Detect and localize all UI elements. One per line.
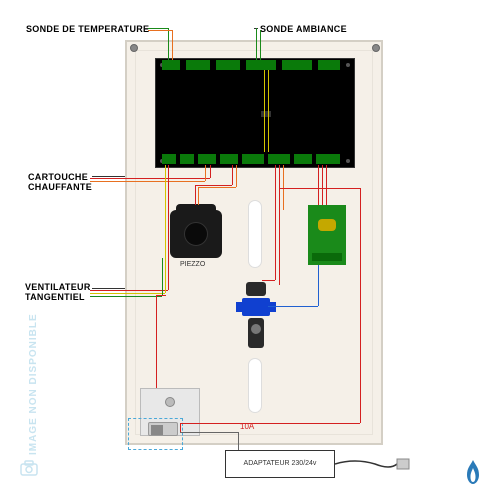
wire-blue xyxy=(318,265,319,306)
wire-grey xyxy=(238,432,239,450)
control-board xyxy=(155,58,355,168)
terminal-top xyxy=(246,60,276,70)
mounting-slot xyxy=(248,200,262,268)
wire-green xyxy=(256,28,257,60)
label-sonde-ambiance: SONDE AMBIANCE xyxy=(260,24,347,34)
wire-red xyxy=(195,185,232,186)
wire-yellow xyxy=(90,293,165,294)
aux-chip xyxy=(318,219,336,231)
terminal-bottom xyxy=(198,154,216,164)
pointer-line xyxy=(92,176,125,177)
wire-orange xyxy=(236,165,237,187)
terminal-top xyxy=(282,60,312,70)
camera-icon xyxy=(20,460,38,481)
screw-icon xyxy=(372,44,380,52)
terminal-top xyxy=(186,60,210,70)
wire-red xyxy=(180,423,360,424)
wire-green xyxy=(162,258,163,296)
wire-green xyxy=(260,30,261,60)
terminal-bottom xyxy=(162,154,176,164)
wire-orange xyxy=(198,187,236,188)
terminal-top xyxy=(162,60,180,70)
wire-orange xyxy=(198,187,199,205)
adapter-cable xyxy=(335,456,415,476)
wire-orange xyxy=(172,30,173,60)
wire-orange xyxy=(148,30,172,31)
label-ventilateur-tangentiel: VENTILATEUR TANGENTIEL xyxy=(25,282,91,302)
wire-yellow xyxy=(268,70,269,152)
motor-bottom xyxy=(248,318,264,348)
wire-red xyxy=(232,165,233,185)
diagram-canvas: { "labels": { "sonde_temperature": "SOND… xyxy=(0,0,500,500)
screw-icon xyxy=(130,44,138,52)
terminal-top xyxy=(318,60,340,70)
wire-red xyxy=(279,165,280,285)
terminal-bottom xyxy=(242,154,264,164)
wire-yellow xyxy=(264,70,265,152)
wire-red xyxy=(322,165,323,205)
terminal-bottom xyxy=(220,154,238,164)
wire-orange xyxy=(90,181,205,182)
wire-orange xyxy=(205,165,206,181)
logo-flame-icon xyxy=(462,458,484,491)
terminal-bottom xyxy=(268,154,290,164)
highlight-box xyxy=(128,418,183,450)
wire-red xyxy=(168,165,169,290)
wire-red xyxy=(280,188,360,189)
watermark-text: IMAGE NON DISPONIBLE xyxy=(28,313,39,455)
wire-green xyxy=(90,296,162,297)
terminal-top xyxy=(216,60,240,70)
wire-yellow xyxy=(165,165,166,293)
wire-red xyxy=(326,165,327,205)
wire-blue xyxy=(268,306,318,307)
wire-red xyxy=(90,290,168,291)
wire-red xyxy=(318,165,319,205)
wire-red xyxy=(275,165,276,280)
motor-valve xyxy=(242,298,270,316)
label-cartouche-chauffante: CARTOUCHE CHAUFFANTE xyxy=(28,172,92,192)
mounting-slot xyxy=(248,358,262,413)
wire-green xyxy=(148,28,168,29)
wire-red xyxy=(90,178,210,179)
label-piezzo: PIEZZO xyxy=(180,261,205,268)
wire-red xyxy=(360,188,361,423)
adapter-box: ADAPTATEUR 230/24v xyxy=(225,450,335,478)
wire-red xyxy=(210,165,211,178)
terminal-bottom xyxy=(316,154,340,164)
wire-red xyxy=(156,295,166,296)
wire-green xyxy=(168,28,169,60)
aux-board xyxy=(308,205,346,265)
wire-red xyxy=(262,280,275,281)
terminal-bottom xyxy=(180,154,194,164)
wire-red xyxy=(156,295,157,388)
label-sonde-temperature: SONDE DE TEMPERATURE xyxy=(26,24,149,34)
label-adapter: ADAPTATEUR 230/24v xyxy=(226,460,334,467)
piezzo-module xyxy=(170,210,222,258)
wire-red xyxy=(195,185,196,205)
terminal-bottom xyxy=(294,154,312,164)
pointer-line xyxy=(92,288,125,289)
motor-top xyxy=(246,282,266,296)
wire-grey xyxy=(180,432,238,433)
